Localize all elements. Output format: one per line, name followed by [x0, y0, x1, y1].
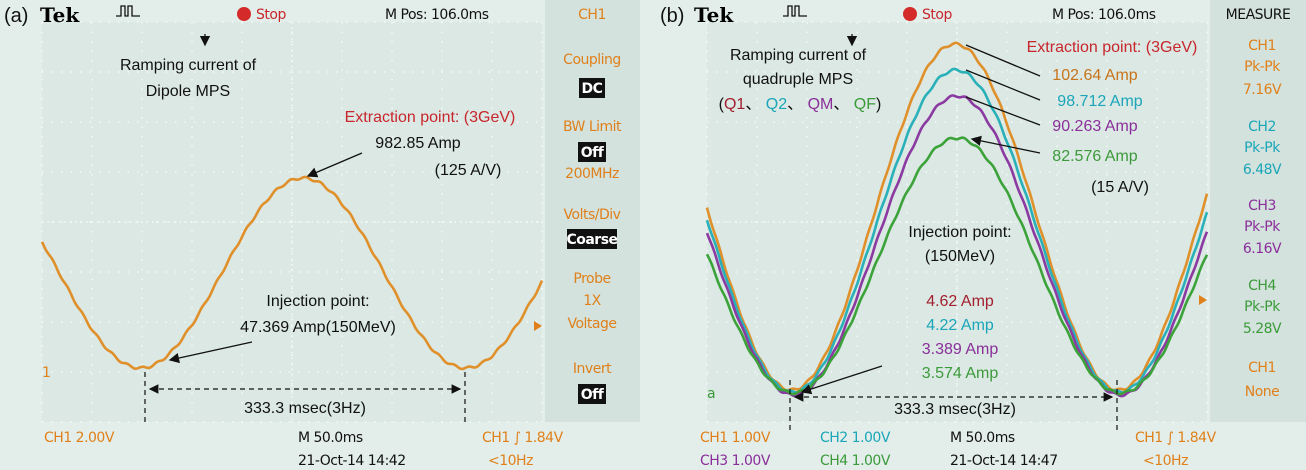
magnet-list: (Q1、 Q2、 QM、 QF) — [719, 96, 882, 113]
menu-item: Pk-Pk — [1244, 299, 1281, 315]
status: M 50.0ms — [298, 430, 363, 446]
status: <10Hz — [488, 453, 533, 469]
menu-item: Volts/Div — [564, 207, 621, 223]
menu-item: DC — [582, 81, 603, 97]
annotation: 3.574 Amp — [922, 365, 999, 382]
annotation: 982.85 Amp — [375, 135, 461, 152]
annotation: Ramping current of — [730, 47, 867, 64]
menu-item: 1X — [583, 293, 601, 309]
brand: Tek — [40, 3, 80, 27]
menu-item: 200MHz — [565, 166, 619, 182]
menu-item: Invert — [573, 361, 612, 377]
stop-dot — [903, 7, 917, 21]
status: CH1 2.00V — [44, 430, 115, 446]
magnet: QM — [808, 96, 834, 113]
trigger-icon — [116, 6, 140, 16]
status: CH3 1.00V — [700, 453, 771, 469]
status: CH1 ∫ 1.84V — [1135, 430, 1217, 446]
trigger-state: Stop — [922, 7, 952, 23]
status: CH1 ∫ 1.84V — [482, 430, 564, 446]
annotation: 82.576 Amp — [1052, 148, 1138, 165]
trigger-icon — [783, 6, 807, 16]
magnet: 、 — [833, 96, 853, 113]
magnet: Q2 — [766, 96, 787, 113]
menu-item: 5.28V — [1243, 321, 1282, 337]
magnet: ) — [876, 96, 881, 113]
menu-item: MEASURE — [1226, 7, 1291, 23]
annotation: (15 A/V) — [1091, 179, 1149, 196]
annotation: Ramping current of — [120, 57, 257, 74]
status: 21-Oct-14 14:42 — [298, 453, 406, 469]
annotation: 102.64 Amp — [1052, 67, 1138, 84]
panel-label: (b) — [660, 5, 684, 27]
status: M 50.0ms — [950, 430, 1015, 446]
annotation: Injection point: — [908, 224, 1011, 241]
menu-item: 6.16V — [1243, 241, 1282, 257]
menu-item: 6.48V — [1243, 162, 1282, 178]
status: CH2 1.00V — [820, 430, 891, 446]
menu-item: Off — [581, 387, 605, 403]
menu-item: 7.16V — [1243, 82, 1282, 98]
annotation: Extraction point: (3GeV) — [1027, 39, 1198, 56]
menu-item: Voltage — [567, 316, 616, 332]
brand: Tek — [694, 3, 734, 27]
channel-marker: a — [707, 386, 715, 402]
menu-item: CH2 — [1248, 119, 1276, 135]
magnet: 、 — [745, 96, 765, 113]
menu-item: Pk-Pk — [1244, 59, 1281, 75]
annotation: (125 A/V) — [435, 162, 502, 179]
menu-item: Pk-Pk — [1244, 219, 1281, 235]
annotation: Injection point: — [266, 293, 369, 310]
figure: (a) Tek Stop M Pos: 106.0ms CH1 Coupling… — [0, 0, 1306, 470]
menu-item: Off — [581, 145, 605, 161]
annotation: 4.62 Amp — [926, 293, 994, 310]
channel-marker: 1 — [42, 365, 50, 381]
menu-item: BW Limit — [563, 119, 622, 135]
annotation: (150MeV) — [925, 248, 995, 265]
magnet: QF — [854, 96, 876, 113]
status: <10Hz — [1143, 453, 1188, 469]
annotation: quadruple MPS — [743, 71, 853, 88]
annotation: 333.3 msec(3Hz) — [244, 400, 366, 417]
menu-item: Probe — [573, 271, 610, 287]
status: CH1 1.00V — [700, 430, 771, 446]
m-pos: M Pos: 106.0ms — [385, 7, 489, 23]
annotation: 98.712 Amp — [1057, 93, 1143, 110]
status: CH4 1.00V — [820, 453, 891, 469]
annotation: 333.3 msec(3Hz) — [894, 401, 1016, 418]
magnet: Q1 — [724, 96, 745, 113]
panel-label: (a) — [4, 5, 28, 27]
menu-item: CH3 — [1248, 198, 1276, 214]
annotation: 3.389 Amp — [922, 341, 999, 358]
annotation: 90.263 Amp — [1052, 118, 1138, 135]
annotation: Dipole MPS — [146, 83, 230, 100]
stop-dot — [237, 7, 251, 21]
menu-item: CH1 — [1248, 360, 1276, 376]
trigger-state: Stop — [256, 7, 286, 23]
status-bar: CH1 1.00V CH2 1.00V M 50.0ms CH1 ∫ 1.84V… — [700, 430, 1217, 469]
menu-item: None — [1245, 384, 1280, 400]
menu-item: Coupling — [563, 52, 621, 68]
menu-item: CH1 — [578, 7, 606, 23]
status-bar: CH1 2.00V M 50.0ms CH1 ∫ 1.84V 21-Oct-14… — [44, 430, 564, 469]
menu-item: CH4 — [1248, 278, 1276, 294]
annotation: Extraction point: (3GeV) — [345, 109, 516, 126]
status: 21-Oct-14 14:47 — [950, 453, 1058, 469]
annotation: 4.22 Amp — [926, 317, 994, 334]
menu-item: Pk-Pk — [1244, 140, 1281, 156]
m-pos: M Pos: 106.0ms — [1052, 7, 1156, 23]
menu-item: Coarse — [566, 232, 617, 248]
annotation: 47.369 Amp(150MeV) — [240, 319, 396, 336]
menu-item: CH1 — [1248, 38, 1276, 54]
magnet: 、 — [787, 96, 807, 113]
